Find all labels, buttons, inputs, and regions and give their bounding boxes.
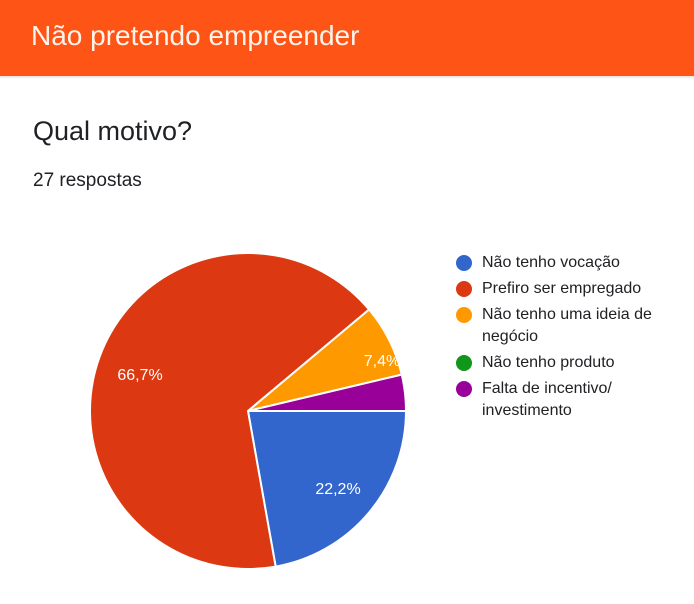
pie-slice	[89, 252, 371, 570]
section-title: Não pretendo empreender	[31, 20, 360, 51]
legend-label: Não tenho uma ideia de negócio	[482, 306, 652, 345]
legend-label: Não tenho vocação	[482, 254, 620, 271]
legend-item: Falta de incentivo/ investimento	[456, 378, 652, 422]
legend-item: Não tenho uma ideia de negócio	[456, 304, 672, 348]
section-header: Não pretendo empreender	[0, 0, 694, 76]
legend-dot-icon	[456, 355, 472, 371]
legend-dot-icon	[456, 307, 472, 323]
pie-slice	[247, 373, 408, 412]
question-title: Qual motivo?	[33, 116, 193, 146]
slice-label-red: 66,7%	[117, 367, 162, 384]
legend-dot-icon	[456, 381, 472, 397]
slice-label-blue: 22,2%	[315, 481, 360, 498]
header-divider	[0, 76, 694, 79]
legend-item: Não tenho vocação	[456, 252, 686, 274]
legend-label: Falta de incentivo/ investimento	[482, 380, 612, 419]
legend-item: Não tenho produto	[456, 352, 686, 374]
pie-slice	[246, 410, 408, 568]
chart-legend: Não tenho vocação Prefiro ser empregado …	[456, 252, 686, 426]
legend-label: Não tenho produto	[482, 354, 615, 371]
legend-dot-icon	[456, 281, 472, 297]
legend-dot-icon	[456, 255, 472, 271]
legend-item: Prefiro ser empregado	[456, 278, 686, 300]
slice-label-orange: 7,4%	[364, 353, 400, 370]
legend-label: Prefiro ser empregado	[482, 280, 642, 297]
response-count: 27 respostas	[33, 170, 142, 191]
